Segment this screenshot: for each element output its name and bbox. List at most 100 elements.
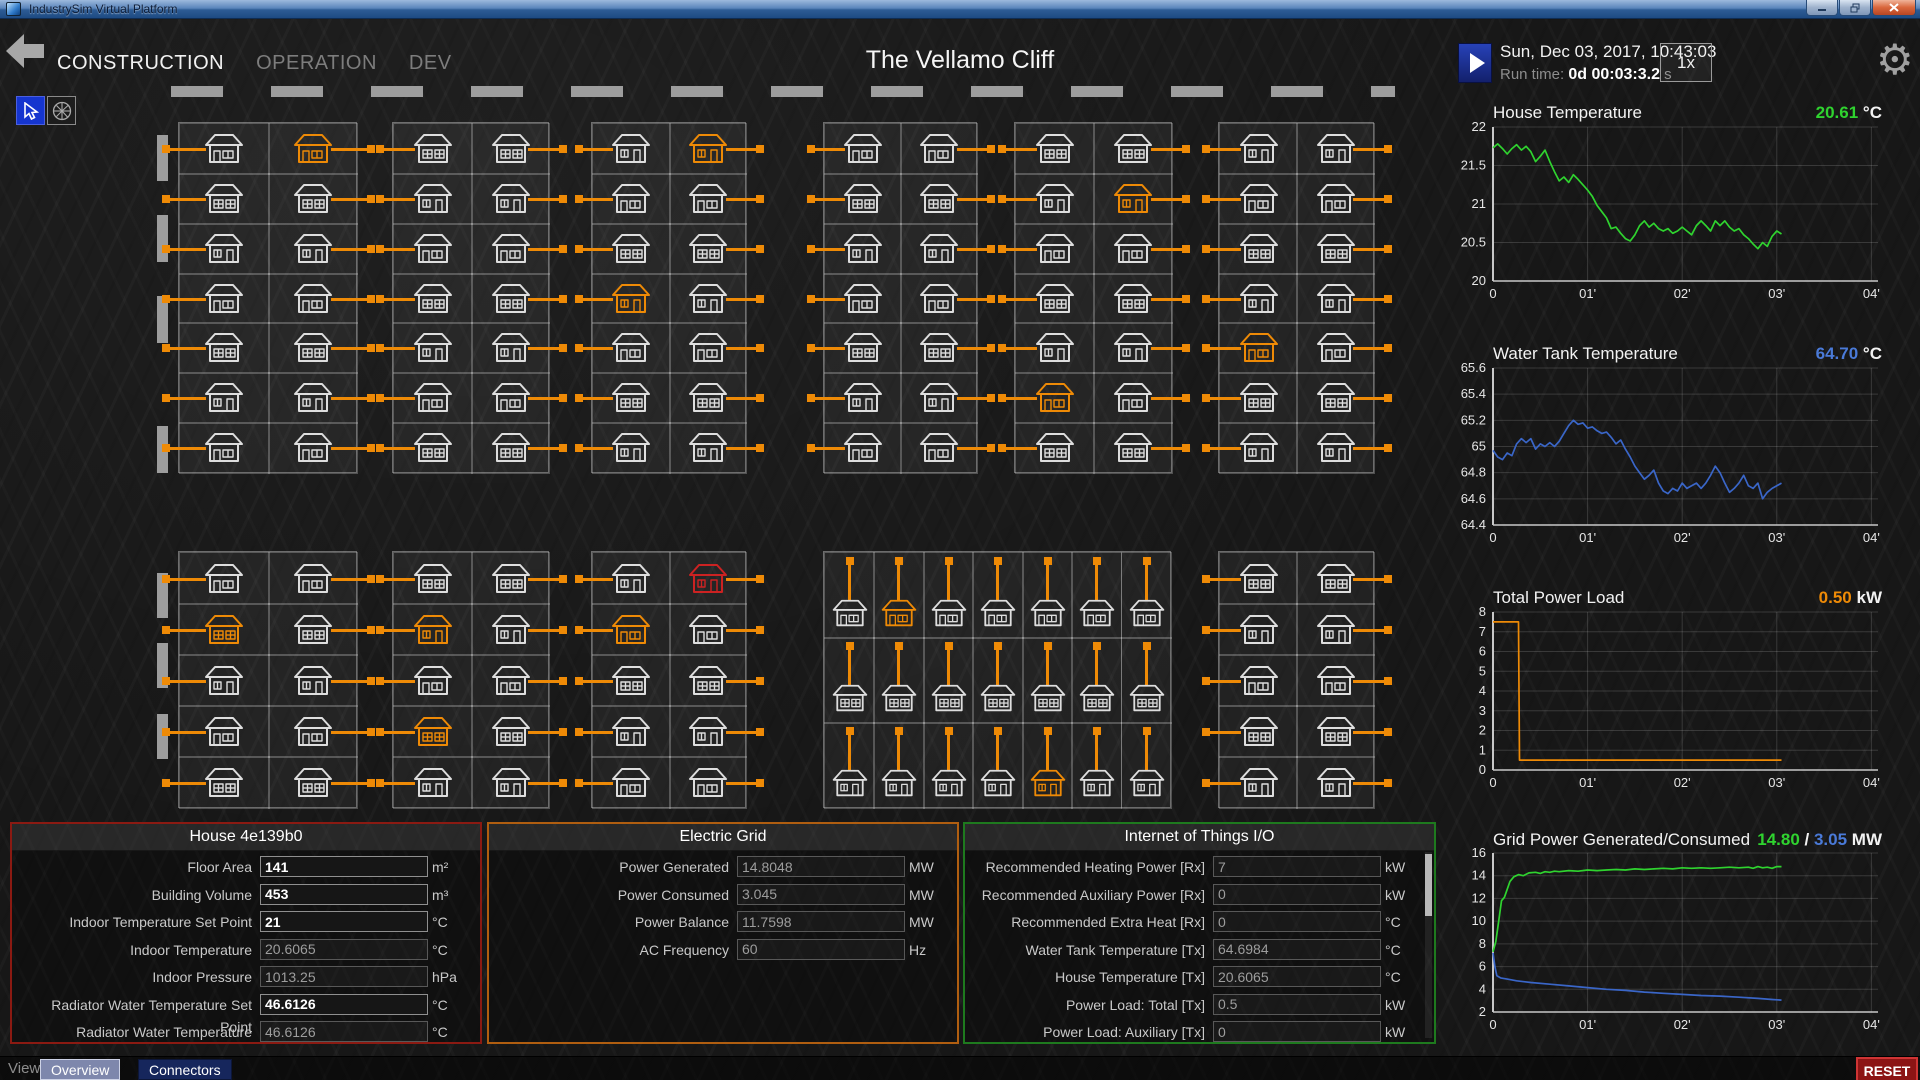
house-cell[interactable] [807,123,902,175]
house-cell[interactable] [267,603,375,656]
house-cell[interactable] [807,422,902,474]
house-cell[interactable] [470,756,567,809]
house-cell[interactable] [162,705,270,758]
house-cell[interactable] [1296,322,1392,375]
house-cell[interactable] [1202,372,1298,425]
house-cell[interactable] [1296,654,1392,707]
house-cell[interactable] [900,322,995,375]
house-cell[interactable] [900,172,995,225]
house-cell[interactable] [470,705,567,758]
house-cell[interactable] [376,322,473,375]
house-cell[interactable] [668,756,764,809]
house-cell[interactable] [162,123,270,175]
house-cell[interactable] [1021,722,1074,809]
house-cell[interactable] [1093,123,1190,175]
house-cell[interactable] [575,272,671,325]
house-cell[interactable] [267,552,375,605]
house-cell[interactable] [1071,637,1123,724]
house-cell[interactable] [998,172,1095,225]
house-cell[interactable] [1202,222,1298,275]
house-cell[interactable] [1202,603,1298,656]
house-cell[interactable] [668,372,764,425]
house-cell[interactable] [376,272,473,325]
house-cell[interactable] [267,705,375,758]
house-cell[interactable] [900,372,995,425]
house-cell[interactable] [1202,654,1298,707]
restore-icon[interactable] [1839,0,1871,16]
house-cell[interactable] [376,172,473,225]
house-cell[interactable] [376,654,473,707]
view-connectors-button[interactable]: Connectors [138,1059,232,1080]
house-cell[interactable] [575,123,671,175]
house-cell[interactable] [873,637,925,724]
house-cell[interactable] [1021,637,1074,724]
house-cell[interactable] [470,372,567,425]
house-cell[interactable] [376,756,473,809]
house-cell[interactable] [922,637,975,724]
house-cell[interactable] [1296,756,1392,809]
house-cell[interactable] [1296,272,1392,325]
scrollbar-thumb[interactable] [1425,854,1432,916]
house-cell[interactable] [972,552,1024,639]
house-cell[interactable] [470,322,567,375]
house-cell[interactable] [376,552,473,605]
field-input[interactable] [260,856,428,877]
house-cell[interactable] [376,422,473,474]
house-cell[interactable] [668,322,764,375]
house-cell[interactable] [575,422,671,474]
house-cell[interactable] [972,722,1024,809]
field-input[interactable] [260,993,428,1015]
house-cell[interactable] [998,422,1095,474]
house-cell[interactable] [824,722,876,809]
gear-icon[interactable]: ⚙ [1876,36,1914,83]
house-cell[interactable] [668,123,764,175]
play-icon[interactable] [1458,43,1492,83]
field-input[interactable] [260,911,428,932]
house-cell[interactable] [900,272,995,325]
house-cell[interactable] [162,552,270,605]
house-cell[interactable] [824,552,876,639]
house-cell[interactable] [998,322,1095,375]
house-cell[interactable] [668,603,764,656]
house-cell[interactable] [470,172,567,225]
house-cell[interactable] [376,123,473,175]
house-cell[interactable] [1202,322,1298,375]
house-cell[interactable] [900,123,995,175]
house-cell[interactable] [575,172,671,225]
house-cell[interactable] [162,654,270,707]
house-cell[interactable] [1093,222,1190,275]
field-input[interactable] [260,883,428,905]
house-cell[interactable] [873,722,925,809]
house-cell[interactable] [1093,372,1190,425]
menu-operation[interactable]: OPERATION [256,52,377,74]
house-cell[interactable] [998,372,1095,425]
reset-button[interactable]: RESET [1856,1057,1918,1080]
house-cell[interactable] [376,372,473,425]
menu-construction[interactable]: CONSTRUCTION [57,52,225,74]
house-cell[interactable] [807,172,902,225]
house-cell[interactable] [668,422,764,474]
house-cell[interactable] [922,552,975,639]
house-cell[interactable] [575,654,671,707]
house-cell[interactable] [267,756,375,809]
house-cell[interactable] [575,705,671,758]
house-cell[interactable] [470,654,567,707]
house-cell[interactable] [998,272,1095,325]
house-cell[interactable] [668,552,764,605]
house-cell[interactable] [1296,372,1392,425]
house-cell[interactable] [1021,552,1074,639]
house-cell[interactable] [1296,123,1392,175]
house-cell[interactable] [376,705,473,758]
house-cell[interactable] [470,272,567,325]
house-cell[interactable] [162,756,270,809]
house-cell[interactable] [162,172,270,225]
house-cell[interactable] [922,722,975,809]
house-cell[interactable] [1296,172,1392,225]
house-cell[interactable] [807,322,902,375]
house-cell[interactable] [267,322,375,375]
house-cell[interactable] [470,603,567,656]
house-cell[interactable] [267,272,375,325]
house-cell[interactable] [162,272,270,325]
house-cell[interactable] [1202,422,1298,474]
house-cell[interactable] [1071,552,1123,639]
